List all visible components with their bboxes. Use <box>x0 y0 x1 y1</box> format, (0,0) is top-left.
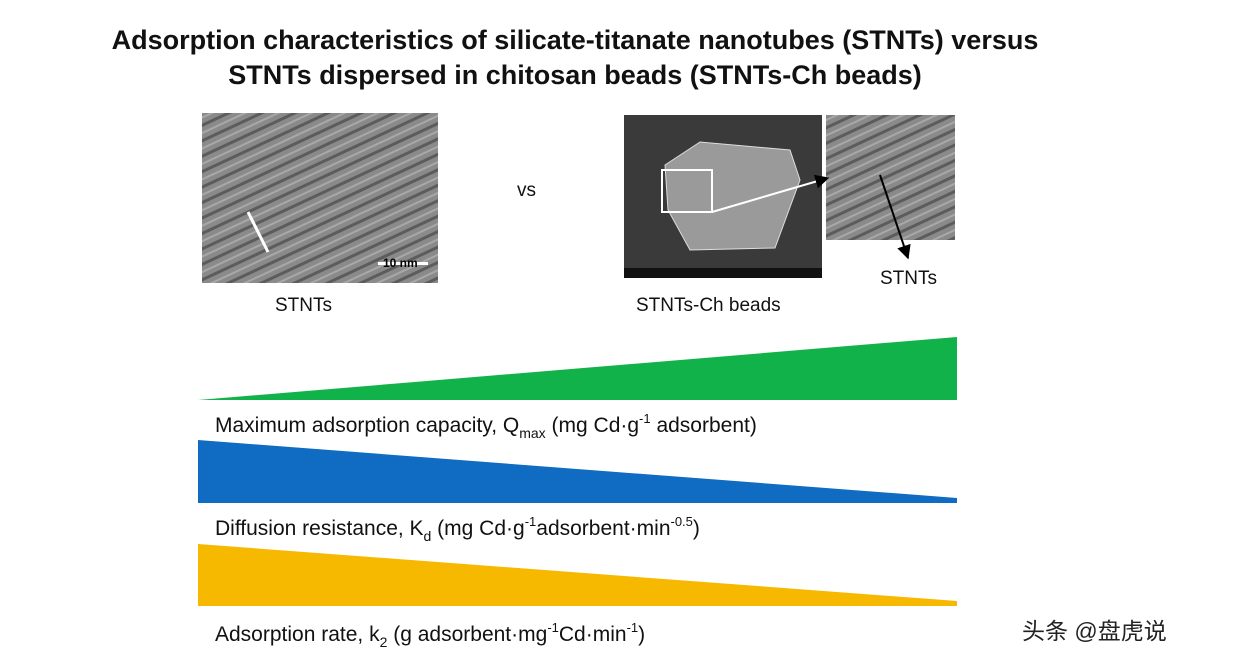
text: (mg Cd·g <box>431 517 525 540</box>
text: adsorbent) <box>650 414 757 437</box>
tube-marker <box>246 211 270 253</box>
wedge-label: Adsorption rate, k2 (g adsorbent·mg-1Cd·… <box>215 620 645 650</box>
wedge-label: Diffusion resistance, Kd (mg Cd·g-1adsor… <box>215 514 700 544</box>
subscript: 2 <box>379 634 388 650</box>
wedge-blue <box>198 440 957 503</box>
text: adsorbent·min <box>536 517 671 540</box>
scale-bar <box>378 262 428 265</box>
zoom-box <box>661 169 713 213</box>
wedge-yellow <box>198 544 957 606</box>
caption: STNTs <box>275 295 332 316</box>
superscript: -1 <box>524 514 537 529</box>
callout-arrow <box>879 174 911 260</box>
text: (mg Cd·g <box>545 414 640 437</box>
bead <box>664 141 801 251</box>
superscript: -1 <box>626 620 639 635</box>
text: ) <box>692 517 700 540</box>
subscript: d <box>423 528 432 544</box>
tem-image <box>202 113 438 283</box>
text: ) <box>638 623 646 646</box>
superscript: -0.5 <box>670 514 693 529</box>
superscript: -1 <box>547 620 559 635</box>
sem-inset <box>826 115 955 240</box>
zoom-arrow <box>711 174 830 213</box>
callout-label: STNTs <box>880 268 937 289</box>
text: Adsorption rate, k <box>215 623 380 646</box>
text: Diffusion resistance, K <box>215 517 424 540</box>
watermark: 头条 @盘虎说 <box>1022 618 1167 644</box>
separator: vs <box>517 180 536 201</box>
title-line: Adsorption characteristics of silicate-t… <box>111 25 1039 55</box>
text: Cd·min <box>558 623 627 646</box>
wedge-green <box>198 337 957 400</box>
subscript: max <box>519 425 546 441</box>
superscript: -1 <box>639 411 651 426</box>
text: Maximum adsorption capacity, Q <box>215 414 520 437</box>
scale-label: 10 nm <box>383 256 418 270</box>
caption: STNTs-Ch beads <box>636 295 781 316</box>
wedge-label: Maximum adsorption capacity, Qmax (mg Cd… <box>215 411 757 441</box>
text: (g adsorbent·mg <box>387 623 548 646</box>
title-line: STNTs dispersed in chitosan beads (STNTs… <box>228 60 922 90</box>
sem-footer <box>624 268 822 278</box>
